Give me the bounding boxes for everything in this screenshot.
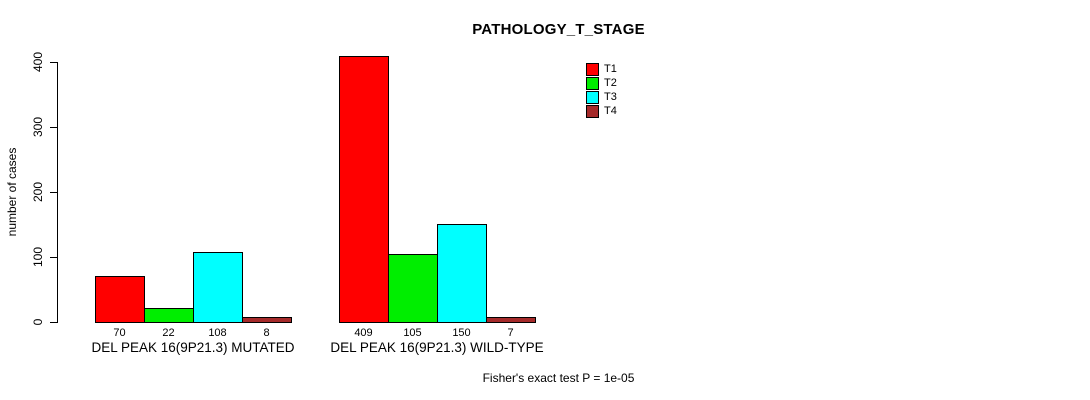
y-axis-tick-label: 100 — [31, 246, 45, 268]
y-axis-line — [57, 62, 58, 323]
category-label: DEL PEAK 16(9P21.3) MUTATED — [91, 340, 295, 355]
legend-item-t2: T2 — [586, 76, 617, 90]
bar-value-label: 105 — [403, 327, 422, 339]
bar-t4-group2 — [486, 317, 536, 323]
bar-t1-group2 — [339, 56, 389, 323]
legend-swatch-t2 — [586, 76, 599, 90]
legend-swatch-t1 — [586, 62, 599, 76]
bar-value-label: 409 — [354, 327, 373, 339]
legend-label: T1 — [604, 62, 617, 75]
legend: T1 T2 T3 T4 — [586, 62, 617, 118]
y-axis-tick — [50, 127, 57, 128]
legend-swatch-t4 — [586, 104, 599, 118]
y-axis-tick-label: 0 — [31, 318, 45, 326]
annotation-text: Fisher's exact test P = 1e-05 — [482, 371, 635, 385]
bar-value-label: 7 — [507, 327, 514, 339]
y-axis-tick — [50, 257, 57, 258]
bar-t3-group2 — [437, 224, 487, 323]
legend-label: T3 — [604, 90, 617, 103]
bar-value-label: 8 — [263, 327, 270, 339]
y-axis-tick — [50, 62, 57, 63]
bar-value-label: 70 — [113, 327, 126, 339]
legend-item-t4: T4 — [586, 104, 617, 118]
bar-t1-group1 — [95, 276, 145, 323]
y-axis-tick-label: 300 — [31, 116, 45, 138]
legend-item-t3: T3 — [586, 90, 617, 104]
bar-t4-group1 — [242, 317, 292, 323]
category-label: DEL PEAK 16(9P21.3) WILD-TYPE — [330, 340, 544, 355]
y-axis-tick — [50, 322, 57, 323]
legend-label: T2 — [604, 76, 617, 89]
y-axis-tick — [50, 192, 57, 193]
bar-value-label: 22 — [162, 327, 175, 339]
bar-value-label: 150 — [452, 327, 471, 339]
legend-item-t1: T1 — [586, 62, 617, 76]
y-axis-title: number of cases — [5, 147, 19, 237]
bar-t2-group2 — [388, 254, 438, 323]
y-axis-tick-label: 200 — [31, 181, 45, 203]
chart-title: PATHOLOGY_T_STAGE — [472, 21, 645, 38]
y-axis-tick-label: 400 — [31, 51, 45, 73]
legend-label: T4 — [604, 104, 617, 117]
legend-swatch-t3 — [586, 90, 599, 104]
bar-t3-group1 — [193, 252, 243, 323]
bar-t2-group1 — [144, 308, 194, 323]
bar-value-label: 108 — [208, 327, 227, 339]
